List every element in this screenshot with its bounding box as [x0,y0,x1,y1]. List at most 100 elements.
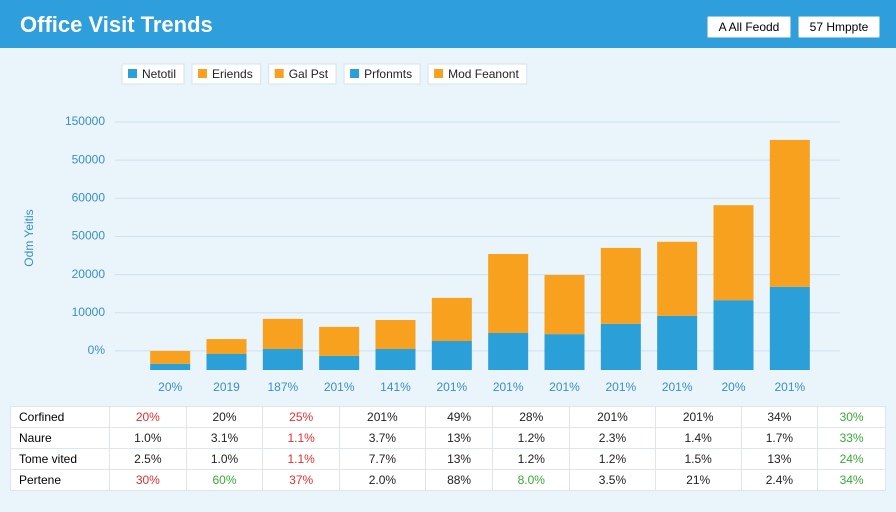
table-cell: 13% [740,448,819,470]
x-tick-label: 20% [721,380,745,394]
table-cell: 1.2% [492,448,571,470]
bar [713,300,754,370]
table-cell: 201% [654,406,742,428]
y-tick-label: 0% [88,343,106,357]
table-cell: 3.1% [185,427,264,449]
x-tick-label: 201% [549,380,580,394]
table-cell: 28% [492,406,571,428]
x-tick-label: 187% [267,380,298,394]
table-cell: 34% [740,406,819,428]
row-label: Pertene [10,469,110,491]
bar [375,320,416,350]
y-tick-label: 60000 [72,190,106,204]
x-tick-label: 20% [158,380,182,394]
bar [713,205,754,301]
legend-swatch [128,69,137,78]
x-tick-label: 201% [774,380,805,394]
table-cell: 21% [654,469,742,491]
legend-box [268,63,337,85]
legend-swatch [198,69,208,78]
table-cell: 24% [817,448,886,470]
bar [431,297,472,342]
x-tick-label: 2019 [213,380,240,394]
table-row: Corfined 20% 20% 25% 201% 49% 28% 201% 201% 34% 30… [10,406,886,428]
bar [375,349,416,370]
table-cell: 13% [424,427,494,449]
legend-label: Mod Feanont [448,67,519,81]
row-label: Naure [10,427,110,449]
y-axis-label: Odm Yeitis [22,209,36,266]
title: Office Visit Trends [20,12,213,37]
table-cell: 30% [817,406,886,428]
table-cell: 33% [817,427,886,449]
legend-swatch [350,69,360,78]
bar [544,334,585,370]
table-cell: 1.2% [569,448,656,470]
table-cell: 1.7% [740,427,819,449]
table-cell: 2.4% [740,469,819,491]
legend-label: Gal Pst [289,67,329,81]
table-row: Naure 1.0% 3.1% 1.1% 3.7% 13% 1.2% 2.3% 1.4% 1.7%… [10,427,886,449]
table-cell: 1.2% [492,427,571,449]
data-table: Corfined 20% 20% 25% 201% 49% 28% 201% 201% 34% 30… [10,406,886,491]
bar [206,353,247,370]
x-tick-label: 141% [380,380,411,394]
button[interactable]: A All Feodd [707,16,791,38]
legend-label: Eriends [212,67,253,81]
table-cell: 1.4% [654,427,742,449]
table-cell: 88% [424,469,494,491]
bar [544,274,585,335]
bar [206,339,247,354]
table-cell: 30% [109,469,187,491]
table-cell: 25% [262,406,341,428]
bar [262,318,303,350]
bar [319,326,360,356]
table-cell: 2.3% [569,427,656,449]
table-cell: 20% [185,406,264,428]
legend-label: Prfonmts [364,67,412,81]
table-cell: 13% [424,448,494,470]
bar [769,286,810,370]
bar [769,139,810,287]
x-tick-label: 201% [324,380,355,394]
x-tick-label: 201% [493,380,524,394]
x-tick-label: 201% [662,380,693,394]
y-tick-label: 50000 [72,229,106,243]
table-cell: 37% [262,469,341,491]
y-tick-label: 10000 [72,305,106,319]
table-cell: 1.5% [654,448,742,470]
table-cell: 20% [109,406,187,428]
legend-swatch [434,69,444,78]
legend-box [427,63,528,85]
y-tick-label: 150000 [65,114,105,128]
table-row: Pertene 30% 60% 37% 2.0% 88% 8.0% 3.5% 21% 2.4% 34… [10,469,886,491]
legend-box [191,63,262,85]
button[interactable]: 57 Hmppte [798,16,880,38]
table-cell: 2.5% [109,448,187,470]
bar [488,332,529,370]
bar [262,349,303,370]
bar [150,363,191,370]
bar [488,254,529,333]
legend-box [343,63,421,85]
table-cell: 2.0% [339,469,426,491]
table-cell: 1.0% [185,448,264,470]
table-cell: 1.1% [262,448,341,470]
y-tick-label: 50000 [72,152,106,166]
bar [431,341,472,370]
bar [657,315,698,370]
table-cell: 7.7% [339,448,426,470]
table-cell: 34% [817,469,886,491]
chart: Odm Yeitis 0% 10000 20000 50000 60000 50000 150… [22,63,840,394]
bar [600,323,641,370]
table-cell: 1.1% [262,427,341,449]
y-tick-label: 20000 [72,267,106,281]
row-label: Corfined [10,406,110,428]
table-cell: 201% [339,406,426,428]
legend-swatch [274,69,284,78]
table-cell: 3.7% [339,427,426,449]
bar [150,350,191,364]
legend-box [121,63,185,85]
header: Office Visit Trends A All Feodd 57 Hmppt… [0,0,896,48]
